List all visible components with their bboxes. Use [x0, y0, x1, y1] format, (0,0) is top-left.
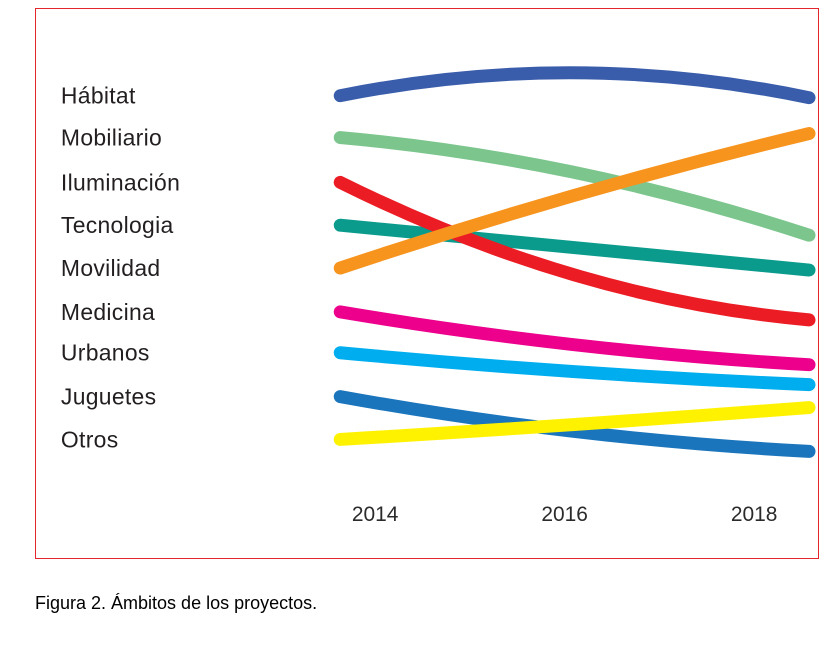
- series-line-habitat: [333, 66, 816, 105]
- series-line-mobiliario: [333, 131, 816, 242]
- category-label-iluminacion: Iluminación: [61, 169, 180, 195]
- series-line-juguetes: [333, 390, 816, 458]
- series-line-iluminacion: [333, 175, 816, 327]
- series-line-movilidad: [333, 127, 816, 275]
- series-line-tecnologia: [333, 218, 816, 277]
- series-line-urbanos: [333, 346, 816, 392]
- category-label-medicina: Medicina: [61, 299, 155, 325]
- category-label-urbanos: Urbanos: [61, 340, 150, 366]
- bump-chart: Hábitat Mobiliario Iluminación Tecnologia Mo…: [61, 66, 816, 526]
- x-tick-2016: 2016: [541, 503, 588, 526]
- x-tick-2014: 2014: [352, 503, 399, 526]
- category-label-otros: Otros: [61, 426, 119, 452]
- category-label-mobiliario: Mobiliario: [61, 125, 162, 151]
- category-label-tecnologia: Tecnologia: [61, 212, 174, 238]
- chart-frame: Hábitat Mobiliario Iluminación Tecnologia Mo…: [35, 8, 819, 559]
- series-line-medicina: [333, 305, 816, 372]
- series-line-otros: [333, 401, 816, 446]
- category-label-movilidad: Movilidad: [61, 255, 161, 281]
- category-label-juguetes: Juguetes: [61, 384, 156, 410]
- figure-caption: Figura 2. Ámbitos de los proyectos.: [35, 593, 318, 613]
- x-tick-2018: 2018: [731, 503, 778, 526]
- category-label-habitat: Hábitat: [61, 83, 136, 109]
